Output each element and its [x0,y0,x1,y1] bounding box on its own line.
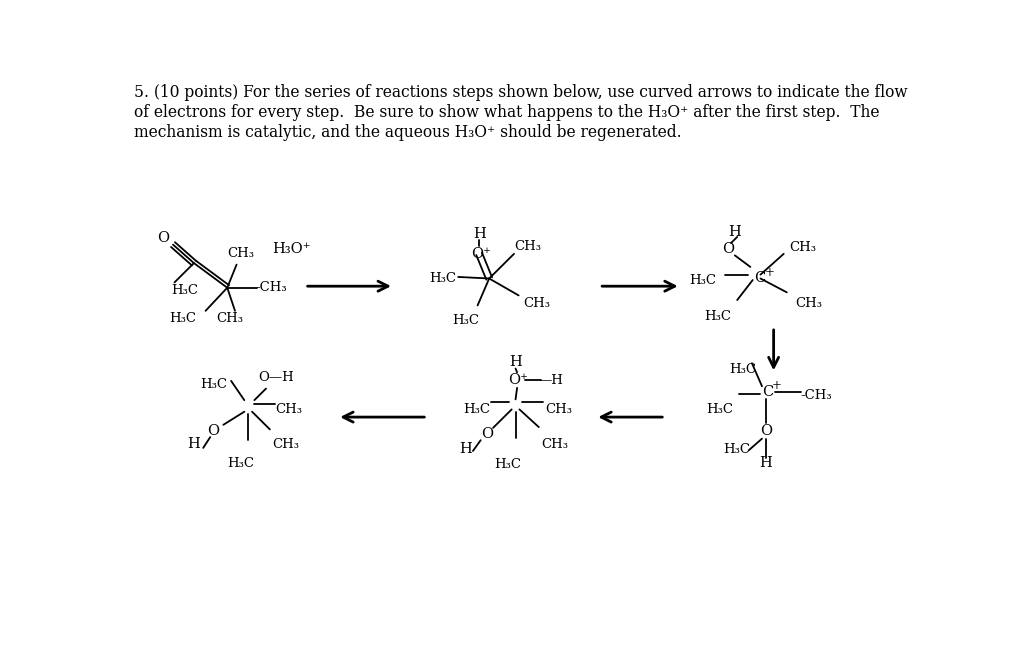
Text: H₃C: H₃C [200,379,227,391]
Text: H₃C: H₃C [723,443,750,456]
Text: +: + [764,266,774,279]
Text: H₃C: H₃C [704,311,731,324]
Text: H₃C: H₃C [688,273,715,287]
Text: CH₃: CH₃ [540,437,567,450]
Text: CH₃: CH₃ [524,297,550,309]
Text: C: C [753,271,764,286]
Text: H₃C: H₃C [170,312,196,325]
Text: 5. (10 points) For the series of reactions steps shown below, use curved arrows : 5. (10 points) For the series of reactio… [134,84,907,101]
Text: H₃C: H₃C [226,457,254,470]
Text: CH₃: CH₃ [545,403,572,416]
Text: O⁺: O⁺ [508,373,528,387]
Text: of electrons for every step.  Be sure to show what happens to the H₃O⁺ after the: of electrons for every step. Be sure to … [134,104,879,121]
Text: H: H [758,456,771,470]
Text: CH₃: CH₃ [514,240,541,253]
Text: O⁺: O⁺ [470,247,490,261]
Text: H₃C: H₃C [706,403,732,416]
Text: H₃O⁺: H₃O⁺ [272,242,310,256]
Text: -CH₃: -CH₃ [800,389,831,402]
Text: CH₃: CH₃ [216,312,243,325]
Text: O: O [722,242,734,256]
Text: H: H [459,443,472,457]
Text: O: O [759,424,771,438]
Text: H₃C: H₃C [728,363,755,376]
Text: O: O [207,424,219,438]
Text: CH₃: CH₃ [275,403,302,416]
Text: CH₃: CH₃ [789,241,816,254]
Text: H₃C: H₃C [429,272,456,285]
Text: H: H [728,225,740,239]
Text: H₃C: H₃C [493,458,521,472]
Text: H: H [509,355,522,369]
Text: C: C [761,384,772,399]
Text: —H: —H [538,373,563,386]
Text: mechanism is catalytic, and the aqueous H₃O⁺ should be regenerated.: mechanism is catalytic, and the aqueous … [134,124,681,141]
Text: H₃C: H₃C [463,403,489,416]
Text: CH₃: CH₃ [272,437,298,450]
Text: H: H [187,437,200,451]
Text: CH₃: CH₃ [226,247,254,260]
Text: +: + [771,379,780,392]
Text: H₃C: H₃C [171,284,198,297]
Text: CH₃: CH₃ [795,297,821,309]
Text: O—H: O—H [258,371,293,384]
Text: O: O [157,231,169,245]
Text: O: O [480,427,492,441]
Text: -CH₃: -CH₃ [256,281,287,294]
Text: H: H [472,227,485,241]
Text: H₃C: H₃C [452,315,479,328]
